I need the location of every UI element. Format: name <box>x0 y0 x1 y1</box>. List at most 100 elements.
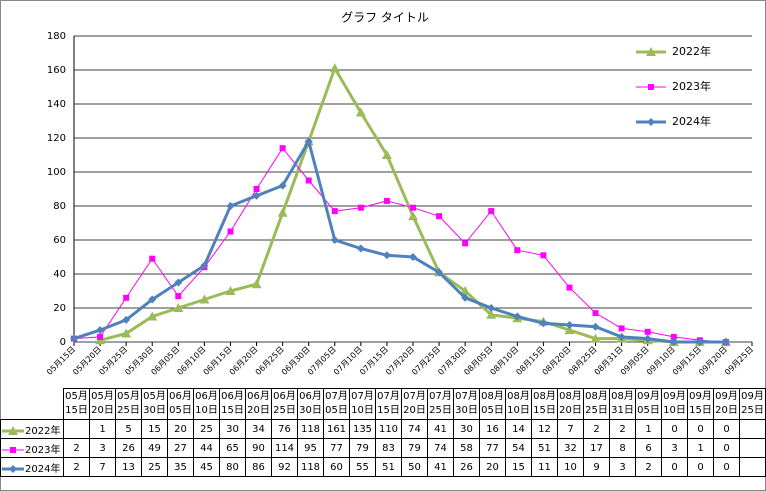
y-tick-label: 60 <box>53 235 66 246</box>
table-cell: 51 <box>375 457 402 477</box>
marker <box>173 303 184 312</box>
table-cell: 3 <box>89 438 116 458</box>
table-cell <box>739 419 766 439</box>
table-cell: 8 <box>609 438 636 458</box>
table-cell: 60 <box>323 457 350 477</box>
table-cell: 0 <box>687 419 714 439</box>
table-header: 07月30日 <box>453 388 480 420</box>
table-series-label: 2023年 <box>25 444 61 456</box>
marker <box>408 211 418 221</box>
table-cell: 95 <box>297 438 324 458</box>
table-cell: 77 <box>323 438 350 458</box>
table-row: 2024年 2 7 13 25 35 45 80 86 92 118 60 55 51 50 41 26 20 15… <box>0 457 766 477</box>
marker <box>97 333 104 340</box>
table-cell: 45 <box>193 457 220 477</box>
table-header: 09月15日 <box>687 388 714 420</box>
y-tick-label: 180 <box>47 31 66 42</box>
table-cell: 79 <box>401 438 428 458</box>
table-cell: 1 <box>89 419 116 439</box>
table-cell: 80 <box>219 457 246 477</box>
table-cell: 135 <box>349 419 376 439</box>
table-cell: 110 <box>375 419 402 439</box>
table-cell: 17 <box>583 438 610 458</box>
marker <box>644 328 651 335</box>
table-series-label: 2022年 <box>25 425 61 437</box>
table-cell: 0 <box>661 419 688 439</box>
table-cell: 114 <box>271 438 298 458</box>
marker <box>486 309 497 319</box>
table-cell: 9 <box>583 457 610 477</box>
table-cell: 90 <box>245 438 272 458</box>
table-header: 06月25日 <box>271 388 298 420</box>
table-header: 07月05日 <box>323 388 350 420</box>
table-series-label: 2024年 <box>25 463 61 475</box>
table-cell: 79 <box>349 438 376 458</box>
marker <box>355 107 366 117</box>
table-cell: 77 <box>479 438 506 458</box>
table-cell <box>739 438 766 458</box>
table-row: 2022年 1 5 15 20 25 30 34 76 118 161 135 110 74 41 30 16 1… <box>0 419 766 439</box>
table-cell: 0 <box>713 457 740 477</box>
table-header: 07月25日 <box>427 388 454 420</box>
table-cell: 2 <box>63 457 90 477</box>
marker <box>410 204 416 211</box>
table-cell: 15 <box>141 419 168 439</box>
y-tick-label: 80 <box>53 201 66 212</box>
y-tick-label: 100 <box>47 167 66 178</box>
table-corner <box>0 388 64 420</box>
marker <box>669 338 678 346</box>
table-header: 05月15日 <box>63 388 90 420</box>
series-line <box>73 147 726 343</box>
table-cell: 65 <box>219 438 246 458</box>
table-cell: 41 <box>427 457 454 477</box>
table-header: 06月10日 <box>193 388 220 420</box>
marker <box>382 251 391 260</box>
marker <box>590 333 601 343</box>
marker <box>148 295 157 304</box>
table-header: 08月25日 <box>583 388 610 420</box>
table-cell: 161 <box>323 419 350 439</box>
marker <box>566 284 573 291</box>
table-cell: 27 <box>167 438 194 458</box>
x-tick-label: 09月25日 <box>723 345 755 377</box>
legend-key <box>2 464 24 473</box>
table-cell: 41 <box>427 419 454 439</box>
table-cell: 30 <box>219 419 246 439</box>
table-cell: 3 <box>661 438 688 458</box>
marker <box>225 286 236 295</box>
table-cell: 25 <box>193 419 220 439</box>
table-cell: 49 <box>141 438 168 458</box>
y-tick-label: 20 <box>53 303 66 314</box>
table-cell: 10 <box>557 457 584 477</box>
table-cell: 92 <box>271 457 298 477</box>
y-tick-label: 0 <box>60 337 66 348</box>
marker <box>670 333 677 340</box>
table-header: 05月25日 <box>115 388 142 420</box>
marker <box>226 202 235 210</box>
marker <box>279 145 286 152</box>
marker <box>565 321 574 329</box>
marker <box>330 236 339 244</box>
table-header: 08月15日 <box>531 388 558 420</box>
marker <box>435 268 444 277</box>
table-cell: 76 <box>271 419 298 439</box>
marker <box>147 311 158 321</box>
table-cell: 0 <box>713 419 740 439</box>
marker <box>356 244 365 253</box>
chart-title: グラフ タイトル <box>341 11 429 25</box>
marker <box>175 293 182 300</box>
marker <box>174 278 183 287</box>
marker <box>8 425 18 435</box>
marker <box>331 208 338 215</box>
table-cell: 54 <box>505 438 532 458</box>
table-header: 07月20日 <box>401 388 428 420</box>
y-tick-label: 120 <box>47 133 66 144</box>
table-cell: 44 <box>193 438 220 458</box>
table-header: 06月05日 <box>167 388 194 420</box>
marker <box>648 84 654 90</box>
table-header: 09月25日 <box>739 388 766 420</box>
table-header: 07月10日 <box>349 388 376 420</box>
table-cell: 35 <box>167 457 194 477</box>
